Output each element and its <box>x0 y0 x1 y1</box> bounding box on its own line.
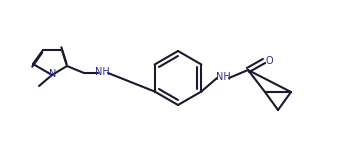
Text: N: N <box>49 69 57 79</box>
Text: NH: NH <box>216 72 230 82</box>
Text: NH: NH <box>95 67 109 77</box>
Text: O: O <box>265 56 273 66</box>
